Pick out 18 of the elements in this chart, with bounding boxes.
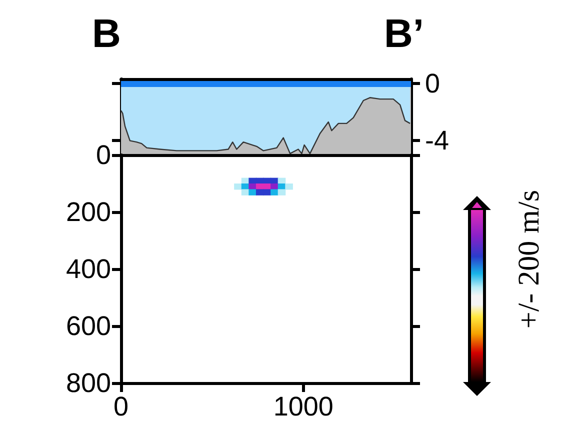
- y-tick-label: -4: [425, 126, 450, 156]
- y-tick-label: 600: [66, 311, 111, 341]
- x-tick-label: 1000: [273, 392, 334, 422]
- point: [278, 189, 286, 196]
- chart-title: B: [92, 12, 121, 56]
- color-bar-title: +/- 200 m/s: [512, 190, 546, 329]
- y-tick-label: 400: [66, 254, 111, 284]
- y-tick-label: 200: [66, 197, 111, 227]
- point: [285, 184, 293, 190]
- y-tick-label: 800: [66, 368, 111, 398]
- point: [270, 189, 278, 196]
- y-tick-label: 0: [96, 140, 111, 170]
- point: [234, 184, 242, 190]
- point: [248, 189, 256, 196]
- point: [256, 189, 264, 196]
- point: [263, 189, 272, 196]
- text: B’: [384, 12, 424, 56]
- point: [241, 189, 250, 196]
